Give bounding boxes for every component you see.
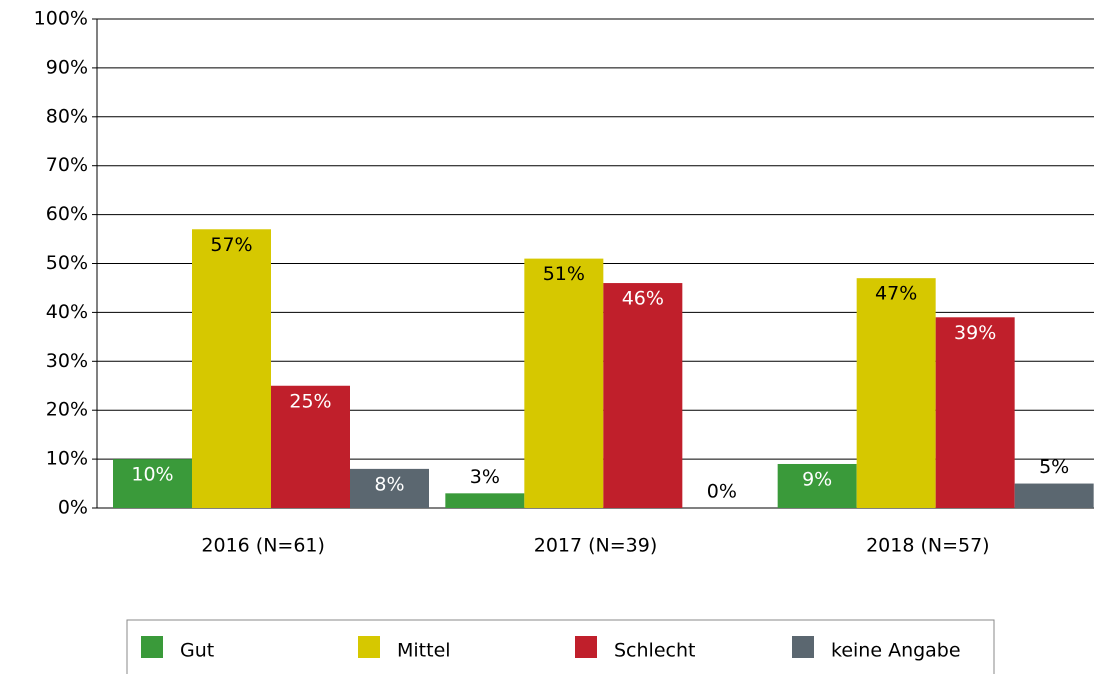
value-label: 0% bbox=[707, 481, 737, 503]
legend-box bbox=[126, 619, 995, 674]
x-tick-label: 2017 (N=39) bbox=[534, 535, 658, 557]
y-tick-label: 100% bbox=[34, 8, 88, 30]
legend-swatch bbox=[575, 636, 597, 658]
y-tick-label: 40% bbox=[46, 301, 88, 323]
value-label: 57% bbox=[210, 234, 252, 256]
value-label: 39% bbox=[954, 322, 996, 344]
value-label: 47% bbox=[875, 283, 917, 305]
value-label: 25% bbox=[289, 390, 331, 412]
value-label: 9% bbox=[802, 468, 832, 490]
bar bbox=[603, 283, 683, 508]
legend-label: Schlecht bbox=[614, 640, 695, 662]
bar bbox=[856, 278, 936, 508]
legend-label: keine Angabe bbox=[831, 640, 961, 662]
value-label: 3% bbox=[470, 466, 500, 488]
bar bbox=[524, 258, 604, 508]
value-label: 46% bbox=[622, 288, 664, 310]
y-tick-label: 0% bbox=[58, 497, 88, 519]
x-tick-label: 2016 (N=61) bbox=[201, 535, 325, 557]
bar bbox=[777, 463, 857, 508]
bar bbox=[271, 385, 350, 508]
value-label: 8% bbox=[374, 473, 404, 495]
legend-label: Gut bbox=[180, 640, 214, 662]
bar bbox=[1014, 483, 1094, 508]
y-tick-label: 80% bbox=[46, 105, 88, 127]
y-tick-label: 10% bbox=[46, 448, 88, 470]
legend-swatch bbox=[792, 636, 814, 658]
y-tick-label: 20% bbox=[46, 399, 88, 421]
y-tick-label: 90% bbox=[46, 56, 88, 78]
value-label: 51% bbox=[543, 263, 585, 285]
bar bbox=[192, 229, 271, 508]
legend-swatch bbox=[358, 636, 380, 658]
bar bbox=[113, 459, 192, 508]
bar bbox=[445, 493, 525, 508]
value-label: 5% bbox=[1039, 456, 1069, 478]
y-tick-label: 30% bbox=[46, 350, 88, 372]
y-tick-label: 50% bbox=[46, 252, 88, 274]
bar bbox=[935, 317, 1015, 508]
y-tick-label: 60% bbox=[46, 203, 88, 225]
bar bbox=[350, 468, 429, 508]
legend-label: Mittel bbox=[397, 640, 451, 662]
legend-swatch bbox=[141, 636, 163, 658]
x-tick-label: 2018 (N=57) bbox=[866, 535, 990, 557]
y-tick-label: 70% bbox=[46, 154, 88, 176]
value-label: 10% bbox=[131, 464, 173, 486]
